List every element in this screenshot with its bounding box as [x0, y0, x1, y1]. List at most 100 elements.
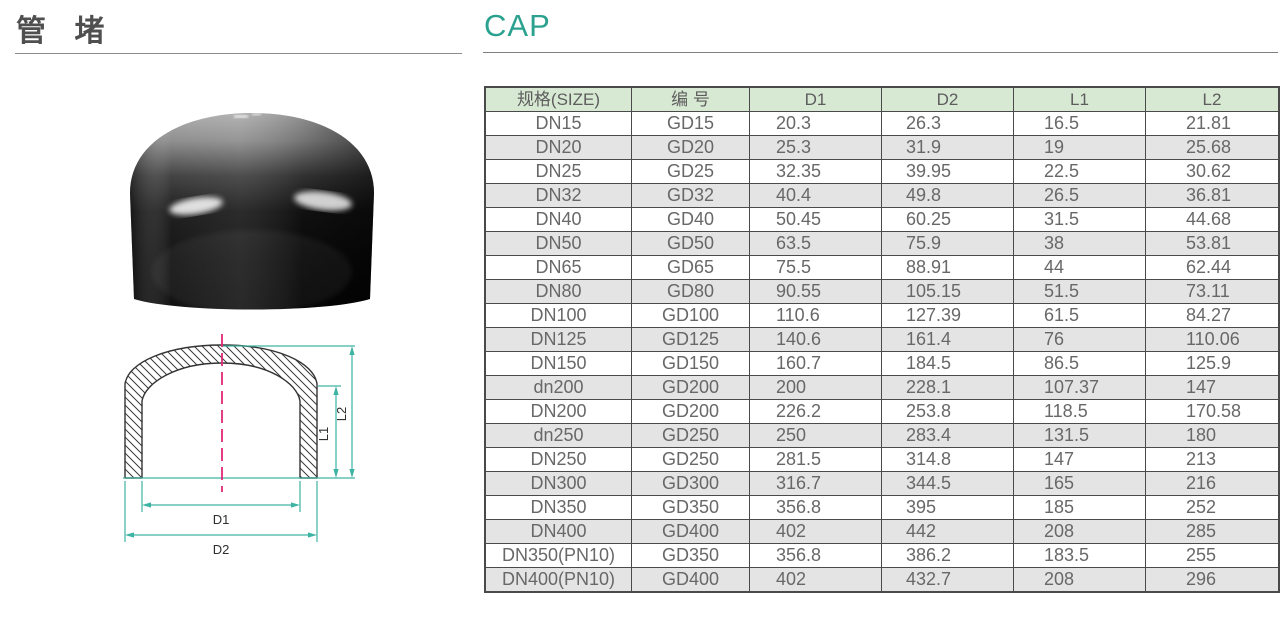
table-cell: DN50	[484, 231, 632, 256]
size-table-body: DN15 GD15 20.3 26.3 16.5 21.81 DN20 GD20 25.3 31.…	[484, 111, 1280, 593]
right-title-rule	[483, 52, 1278, 53]
table-cell: 442	[881, 519, 1014, 544]
table-cell: 170.58	[1145, 399, 1280, 424]
table-row: DN32 GD32 40.4 49.8 26.5 36.81	[484, 183, 1280, 208]
table-cell: DN20	[484, 135, 632, 160]
table-cell: 185	[1013, 495, 1146, 520]
table-cell: GD350	[631, 543, 750, 568]
table-cell: 131.5	[1013, 423, 1146, 448]
table-cell: GD250	[631, 447, 750, 472]
table-row: DN350(PN10) GD350 356.8 386.2 183.5 255	[484, 543, 1280, 568]
table-cell: 118.5	[1013, 399, 1146, 424]
table-cell: 20.3	[749, 111, 882, 136]
table-cell: 19	[1013, 135, 1146, 160]
table-cell: GD25	[631, 159, 750, 184]
table-cell: 226.2	[749, 399, 882, 424]
table-cell: 216	[1145, 471, 1280, 496]
table-cell: 30.62	[1145, 159, 1280, 184]
table-cell: 161.4	[881, 327, 1014, 352]
table-cell: 395	[881, 495, 1014, 520]
table-cell: DN125	[484, 327, 632, 352]
table-cell: GD50	[631, 231, 750, 256]
table-cell: dn200	[484, 375, 632, 400]
table-cell: 253.8	[881, 399, 1014, 424]
table-cell: 208	[1013, 567, 1146, 593]
table-cell: 110.6	[749, 303, 882, 328]
table-cell: 60.25	[881, 207, 1014, 232]
page-title-en: CAP	[484, 8, 551, 43]
table-cell: 16.5	[1013, 111, 1146, 136]
table-cell: 283.4	[881, 423, 1014, 448]
table-cell: GD20	[631, 135, 750, 160]
table-cell: DN65	[484, 255, 632, 280]
table-cell: GD250	[631, 423, 750, 448]
table-cell: GD200	[631, 399, 750, 424]
table-row: DN350 GD350 356.8 395 185 252	[484, 495, 1280, 520]
label-d1: D1	[213, 512, 230, 527]
table-cell: 90.55	[749, 279, 882, 304]
table-row: DN50 GD50 63.5 75.9 38 53.81	[484, 231, 1280, 256]
table-cell: DN15	[484, 111, 632, 136]
table-row: DN250 GD250 281.5 314.8 147 213	[484, 447, 1280, 472]
table-cell: GD40	[631, 207, 750, 232]
table-cell: 21.81	[1145, 111, 1280, 136]
table-cell: GD125	[631, 327, 750, 352]
table-cell: DN350(PN10)	[484, 543, 632, 568]
label-l2: L2	[334, 407, 349, 421]
table-cell: GD65	[631, 255, 750, 280]
table-cell: 32.35	[749, 159, 882, 184]
table-cell: 44.68	[1145, 207, 1280, 232]
table-cell: 200	[749, 375, 882, 400]
column-header: D2	[881, 86, 1014, 112]
table-cell: DN400(PN10)	[484, 567, 632, 593]
dimension-lines	[123, 345, 355, 542]
table-cell: 183.5	[1013, 543, 1146, 568]
table-row: DN100 GD100 110.6 127.39 61.5 84.27	[484, 303, 1280, 328]
table-row: DN300 GD300 316.7 344.5 165 216	[484, 471, 1280, 496]
table-cell: 40.4	[749, 183, 882, 208]
product-photo	[126, 106, 378, 318]
table-cell: 25.68	[1145, 135, 1280, 160]
table-cell: 125.9	[1145, 351, 1280, 376]
table-cell: 31.9	[881, 135, 1014, 160]
table-cell: 147	[1013, 447, 1146, 472]
table-cell: 160.7	[749, 351, 882, 376]
table-cell: 88.91	[881, 255, 1014, 280]
table-cell: 110.06	[1145, 327, 1280, 352]
table-cell: 49.8	[881, 183, 1014, 208]
table-cell: DN32	[484, 183, 632, 208]
column-header: D1	[749, 86, 882, 112]
table-cell: GD80	[631, 279, 750, 304]
table-cell: GD100	[631, 303, 750, 328]
table-cell: 26.5	[1013, 183, 1146, 208]
table-row: DN150 GD150 160.7 184.5 86.5 125.9	[484, 351, 1280, 376]
table-cell: 107.37	[1013, 375, 1146, 400]
table-cell: 314.8	[881, 447, 1014, 472]
table-cell: 147	[1145, 375, 1280, 400]
table-cell: 51.5	[1013, 279, 1146, 304]
table-cell: 22.5	[1013, 159, 1146, 184]
table-cell: 76	[1013, 327, 1146, 352]
table-cell: 140.6	[749, 327, 882, 352]
table-cell: 213	[1145, 447, 1280, 472]
table-cell: 73.11	[1145, 279, 1280, 304]
table-cell: 36.81	[1145, 183, 1280, 208]
table-cell: 432.7	[881, 567, 1014, 593]
table-cell: 184.5	[881, 351, 1014, 376]
table-cell: 250	[749, 423, 882, 448]
table-row: DN40 GD40 50.45 60.25 31.5 44.68	[484, 207, 1280, 232]
table-cell: DN300	[484, 471, 632, 496]
table-cell: 75.9	[881, 231, 1014, 256]
table-cell: 180	[1145, 423, 1280, 448]
table-row: DN125 GD125 140.6 161.4 76 110.06	[484, 327, 1280, 352]
table-cell: DN25	[484, 159, 632, 184]
table-row: DN25 GD25 32.35 39.95 22.5 30.62	[484, 159, 1280, 184]
pipe-cap-photo-graphic	[130, 113, 374, 310]
table-cell: 53.81	[1145, 231, 1280, 256]
table-cell: 285	[1145, 519, 1280, 544]
cap-wall-section	[124, 344, 318, 479]
table-cell: 402	[749, 519, 882, 544]
table-row: DN15 GD15 20.3 26.3 16.5 21.81	[484, 111, 1280, 136]
dimension-drawing: D1 D2 L1 L2	[95, 328, 380, 570]
table-cell: GD300	[631, 471, 750, 496]
